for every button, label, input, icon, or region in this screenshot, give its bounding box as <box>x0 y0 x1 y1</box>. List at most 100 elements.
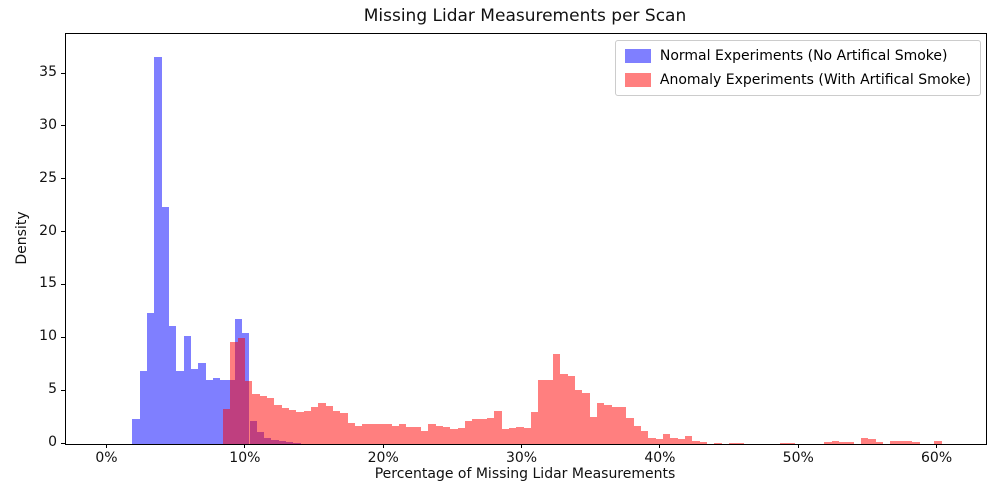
y-tick-label: 0 <box>48 434 57 450</box>
x-tick-label: 40% <box>644 450 676 466</box>
histogram-bar-anomaly <box>362 423 370 444</box>
histogram-bar-anomaly <box>230 341 238 444</box>
histogram-bar-normal <box>212 378 221 444</box>
histogram-bar-anomaly <box>787 442 796 444</box>
y-tick-label: 5 <box>48 381 57 398</box>
histogram-bar-anomaly <box>340 413 348 444</box>
histogram-bar-anomaly <box>472 418 480 444</box>
x-tick-label: 10% <box>229 450 261 466</box>
histogram-bar-anomaly <box>435 426 444 444</box>
histogram-bar-anomaly <box>443 426 451 444</box>
histogram-bar-anomaly <box>875 441 884 444</box>
x-tick-label: 50% <box>782 450 814 466</box>
y-tick-label: 25 <box>39 169 57 186</box>
histogram-bar-anomaly <box>824 442 832 444</box>
histogram-bar-anomaly <box>831 441 840 444</box>
histogram-bar-anomaly <box>699 442 708 444</box>
histogram-bar-anomaly <box>311 407 319 444</box>
histogram-bar-anomaly <box>318 402 326 444</box>
histogram-bar-anomaly <box>611 407 620 444</box>
histogram-bar-anomaly <box>501 429 510 444</box>
y-tick-label: 15 <box>39 275 57 292</box>
histogram-bar-normal <box>169 325 177 444</box>
y-tick-mark <box>61 389 65 391</box>
x-axis-label: Percentage of Missing Lidar Measurements <box>374 466 676 482</box>
legend-swatch-normal <box>624 49 651 63</box>
x-tick-label: 20% <box>367 450 399 466</box>
y-tick-label: 20 <box>39 222 57 239</box>
histogram-bar-anomaly <box>905 440 913 444</box>
legend: Normal Experiments (No Artifical Smoke) … <box>614 40 981 96</box>
histogram-bar-normal <box>190 368 199 444</box>
histogram-bar-normal <box>176 371 184 444</box>
histogram-bar-anomaly <box>274 404 282 444</box>
histogram-bar-anomaly <box>692 440 700 444</box>
histogram-bar-anomaly <box>333 411 341 444</box>
histogram-bar-anomaly <box>545 379 554 444</box>
x-tick-mark <box>936 444 938 448</box>
histogram-bar-anomaly <box>413 427 422 444</box>
histogram-bar-normal <box>139 371 148 444</box>
histogram-bar-anomaly <box>685 435 693 444</box>
histogram-bar-anomaly <box>516 426 524 444</box>
x-tick-mark <box>244 444 246 448</box>
histogram-bar-normal <box>161 207 169 444</box>
histogram-bar-anomaly <box>663 433 671 444</box>
histogram-bar-anomaly <box>633 426 642 444</box>
histogram-bar-anomaly <box>934 440 942 444</box>
y-tick-mark <box>61 178 65 180</box>
histogram-bar-anomaly <box>780 442 788 444</box>
legend-item-normal: Normal Experiments (No Artifical Smoke) <box>624 48 971 64</box>
histogram-bar-normal <box>183 336 191 444</box>
histogram-bar-anomaly <box>450 429 458 444</box>
histogram-bar-anomaly <box>861 438 869 444</box>
y-tick-mark <box>61 72 65 74</box>
histogram-bar-anomaly <box>457 428 466 444</box>
histogram-bar-anomaly <box>303 411 312 444</box>
histogram-bar-anomaly <box>347 422 356 444</box>
legend-label-anomaly: Anomaly Experiments (With Artifical Smok… <box>659 72 971 88</box>
chart-title: Missing Lidar Measurements per Scan <box>363 6 687 26</box>
histogram-bar-anomaly <box>523 427 532 444</box>
histogram-bar-anomaly <box>355 426 363 444</box>
histogram-bar-anomaly <box>839 441 847 444</box>
histogram-bar-anomaly <box>589 416 598 444</box>
histogram-bar-anomaly <box>736 442 744 444</box>
y-tick-mark <box>61 125 65 127</box>
histogram-bar-anomaly <box>406 427 414 444</box>
histogram-bar-anomaly <box>325 405 334 444</box>
histogram-bar-anomaly <box>281 408 290 444</box>
x-tick-label: 0% <box>95 450 118 466</box>
histogram-bar-normal <box>132 418 140 444</box>
legend-item-anomaly: Anomaly Experiments (With Artifical Smok… <box>624 72 971 88</box>
histogram-bar-anomaly <box>267 397 275 444</box>
histogram-bar-anomaly <box>296 412 304 444</box>
y-tick-label: 10 <box>39 328 57 345</box>
histogram-bar-anomaly <box>377 423 385 444</box>
histogram-bar-anomaly <box>670 438 678 444</box>
histogram-bar-anomaly <box>648 437 656 444</box>
legend-swatch-anomaly <box>624 73 651 87</box>
y-tick-label: 35 <box>39 64 57 81</box>
x-tick-mark <box>106 444 107 448</box>
y-tick-mark <box>61 442 65 444</box>
histogram-bar-anomaly <box>641 431 649 444</box>
histogram-bar-anomaly <box>846 442 854 444</box>
x-tick-mark <box>521 444 523 448</box>
histogram-bar-normal <box>198 362 206 444</box>
y-tick-label: 30 <box>39 116 57 133</box>
histogram-bar-anomaly <box>289 410 297 444</box>
histogram-bar-anomaly <box>912 442 920 444</box>
histogram-bar-anomaly <box>223 409 231 444</box>
histogram-bar-anomaly <box>369 423 378 444</box>
histogram-bar-anomaly <box>252 394 260 444</box>
histogram-bar-anomaly <box>531 411 539 444</box>
histogram-bar-anomaly <box>553 354 561 444</box>
histogram-bar-anomaly <box>582 393 590 444</box>
histogram-bar-anomaly <box>399 423 407 444</box>
histogram-bar-anomaly <box>890 441 898 444</box>
histogram-bar-anomaly <box>626 417 634 444</box>
histogram-bar-anomaly <box>428 423 436 444</box>
histogram-bar-anomaly <box>729 442 737 444</box>
